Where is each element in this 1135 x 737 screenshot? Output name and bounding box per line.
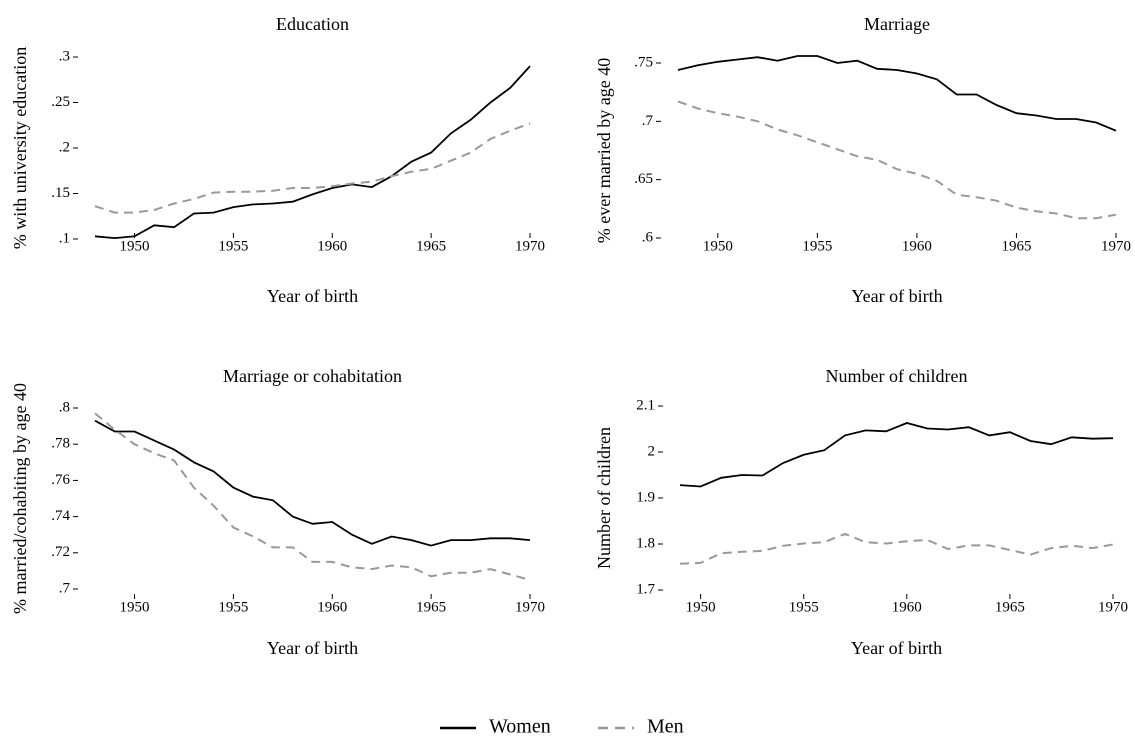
x-tick-label: 1965 bbox=[416, 599, 446, 615]
x-tick-label: 1970 bbox=[515, 599, 545, 615]
series-line bbox=[94, 65, 531, 240]
y-tick-label: 2.1 bbox=[636, 397, 655, 413]
x-axis-label: Year of birth bbox=[267, 286, 358, 306]
series-line bbox=[677, 55, 1117, 132]
x-tick-label: 1950 bbox=[703, 238, 733, 254]
x-tick-label: 1950 bbox=[120, 599, 150, 615]
y-tick-label: .7 bbox=[642, 113, 654, 129]
chart-title: Marriage bbox=[864, 14, 930, 34]
y-tick-label: .8 bbox=[59, 399, 70, 415]
y-tick-label: 1.9 bbox=[636, 489, 655, 505]
y-axis-label: Number of children bbox=[594, 427, 614, 569]
y-tick-label: .76 bbox=[51, 472, 70, 488]
series-line bbox=[94, 122, 531, 214]
y-tick-label: .78 bbox=[51, 436, 70, 452]
x-tick-label: 1960 bbox=[892, 599, 922, 615]
x-tick-label: 1970 bbox=[1101, 238, 1131, 254]
x-tick-label: 1970 bbox=[1098, 599, 1128, 615]
y-tick-label: .6 bbox=[642, 229, 654, 245]
x-tick-label: 1955 bbox=[789, 599, 819, 615]
y-tick-label: 1.7 bbox=[636, 581, 655, 597]
x-axis-label: Year of birth bbox=[851, 286, 942, 306]
y-tick-label: .15 bbox=[51, 185, 70, 201]
y-axis-label: % married/cohabiting by age 40 bbox=[10, 383, 30, 614]
series-line bbox=[94, 412, 531, 581]
series-line bbox=[679, 532, 1114, 565]
chart-title: Number of children bbox=[826, 366, 968, 386]
y-axis-label: % ever married by age 40 bbox=[594, 58, 614, 243]
x-tick-label: 1965 bbox=[416, 238, 446, 254]
x-tick-label: 1965 bbox=[995, 599, 1025, 615]
x-tick-label: 1960 bbox=[317, 599, 347, 615]
y-tick-label: .7 bbox=[59, 580, 71, 596]
y-tick-label: .2 bbox=[59, 139, 70, 155]
x-tick-label: 1960 bbox=[902, 238, 932, 254]
x-tick-label: 1970 bbox=[515, 238, 545, 254]
x-tick-label: 1950 bbox=[120, 238, 150, 254]
x-axis-label: Year of birth bbox=[851, 638, 942, 658]
y-tick-label: .3 bbox=[59, 48, 70, 64]
x-axis-label: Year of birth bbox=[267, 638, 358, 658]
series-line bbox=[677, 100, 1117, 220]
y-tick-label: .72 bbox=[51, 544, 70, 560]
y-tick-label: .65 bbox=[634, 171, 653, 187]
y-tick-label: 2 bbox=[648, 443, 656, 459]
chart-title: Marriage or cohabitation bbox=[223, 366, 402, 386]
series-line bbox=[94, 419, 531, 547]
chart-title: Education bbox=[276, 14, 349, 34]
x-tick-label: 1955 bbox=[802, 238, 832, 254]
x-tick-label: 1950 bbox=[686, 599, 716, 615]
y-axis-label: % with university education bbox=[10, 47, 30, 249]
x-tick-label: 1955 bbox=[218, 599, 248, 615]
x-tick-label: 1965 bbox=[1001, 238, 1031, 254]
y-tick-label: 1.8 bbox=[636, 535, 655, 551]
x-tick-label: 1955 bbox=[218, 238, 248, 254]
x-tick-label: 1960 bbox=[317, 238, 347, 254]
legend-label: Men bbox=[647, 716, 684, 737]
legend-label: Women bbox=[489, 716, 551, 737]
y-tick-label: .74 bbox=[51, 508, 70, 524]
y-tick-label: .1 bbox=[59, 230, 70, 246]
y-tick-label: .75 bbox=[634, 54, 653, 70]
y-tick-label: .25 bbox=[51, 94, 70, 110]
series-line bbox=[679, 422, 1114, 488]
